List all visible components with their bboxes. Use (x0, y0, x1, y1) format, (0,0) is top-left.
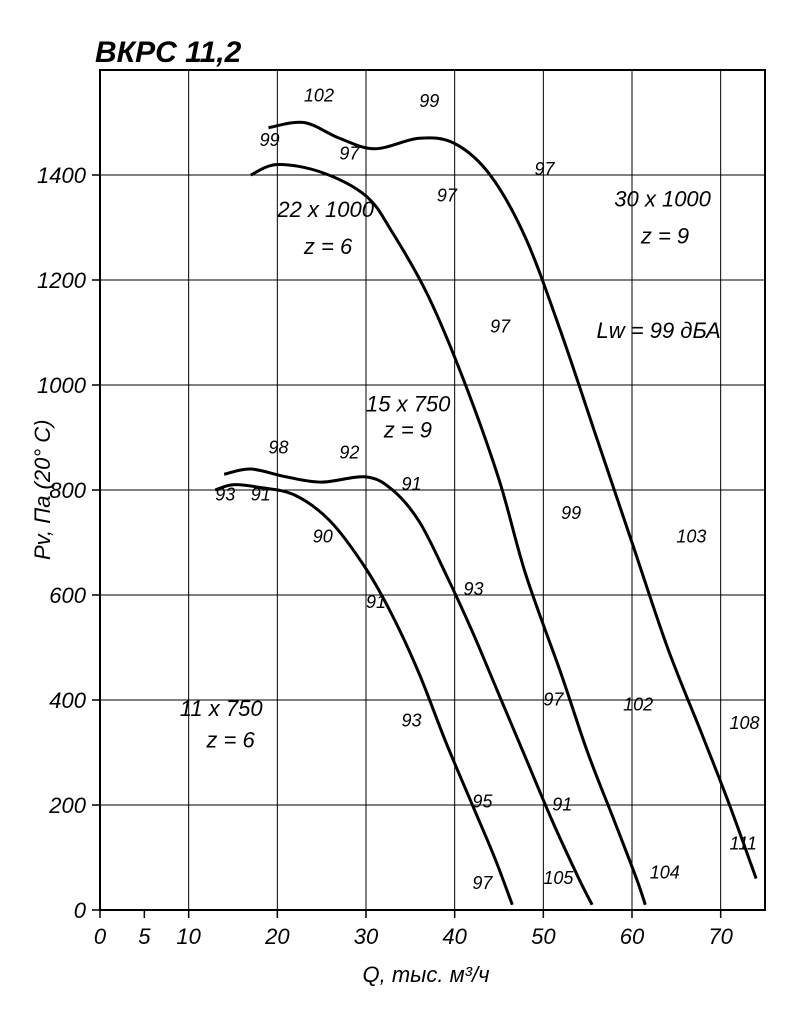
fan-performance-chart: 0510203040506070020040060080010001200140… (0, 0, 795, 1010)
x-axis-label: Q, тыс. м³/ч (363, 962, 490, 988)
annotation: 105 (543, 868, 574, 888)
svg-text:70: 70 (708, 924, 733, 949)
svg-text:20: 20 (264, 924, 290, 949)
annotation: 99 (561, 503, 581, 523)
svg-text:200: 200 (48, 793, 86, 818)
annotation: 97 (472, 873, 493, 893)
svg-text:400: 400 (49, 688, 86, 713)
svg-text:0: 0 (74, 898, 87, 923)
svg-text:5: 5 (138, 924, 151, 949)
annotation: 98 (268, 437, 288, 457)
curve-22x1000_z6 (251, 164, 646, 904)
annotation: 90 (313, 527, 333, 547)
annotation: 97 (339, 143, 360, 163)
curve-11x750_z6 (215, 485, 512, 905)
svg-text:1400: 1400 (37, 163, 87, 188)
svg-text:30: 30 (354, 924, 379, 949)
annotation: 102 (304, 86, 334, 106)
annotation: 11 х 750 (180, 696, 264, 721)
annotation: 93 (215, 485, 235, 505)
annotation: z = 6 (205, 727, 255, 752)
annotation: 95 (472, 792, 493, 812)
annotation: 99 (260, 130, 280, 150)
annotation: 108 (730, 713, 760, 733)
annotation: 102 (623, 695, 653, 715)
annotation: 91 (366, 592, 386, 612)
curve-15x750_z9 (224, 469, 592, 905)
svg-text:1200: 1200 (37, 268, 87, 293)
svg-text:1000: 1000 (37, 373, 87, 398)
annotation: 93 (401, 710, 421, 730)
annotation: 97 (490, 317, 511, 337)
annotation: 93 (464, 579, 484, 599)
annotation: 92 (339, 443, 359, 463)
annotation: z = 6 (303, 234, 353, 259)
annotation: 103 (676, 527, 706, 547)
annotation: 91 (401, 474, 421, 494)
svg-text:40: 40 (442, 924, 467, 949)
svg-text:60: 60 (620, 924, 645, 949)
annotation: 91 (251, 485, 271, 505)
annotation: 99 (419, 91, 439, 111)
annotation: 30 х 1000 (614, 187, 711, 212)
annotation: 15 х 750 (366, 391, 451, 416)
svg-text:0: 0 (94, 924, 107, 949)
annotation: 97 (437, 185, 458, 205)
svg-text:600: 600 (49, 583, 86, 608)
annotation: z = 9 (383, 418, 432, 443)
annotation: 22 х 1000 (276, 197, 374, 222)
svg-text:10: 10 (176, 924, 201, 949)
annotation: 91 (552, 794, 572, 814)
annotation: 104 (650, 863, 680, 883)
annotation: 97 (543, 689, 564, 709)
y-axis-label: Pv, Па (20° C) (30, 420, 56, 560)
svg-text:50: 50 (531, 924, 556, 949)
annotation: 111 (730, 834, 757, 854)
annotation: z = 9 (640, 223, 689, 248)
annotation: 97 (534, 159, 555, 179)
annotation: Lw = 99 дБА (597, 318, 721, 343)
chart-title: ВКРС 11,2 (95, 36, 241, 70)
